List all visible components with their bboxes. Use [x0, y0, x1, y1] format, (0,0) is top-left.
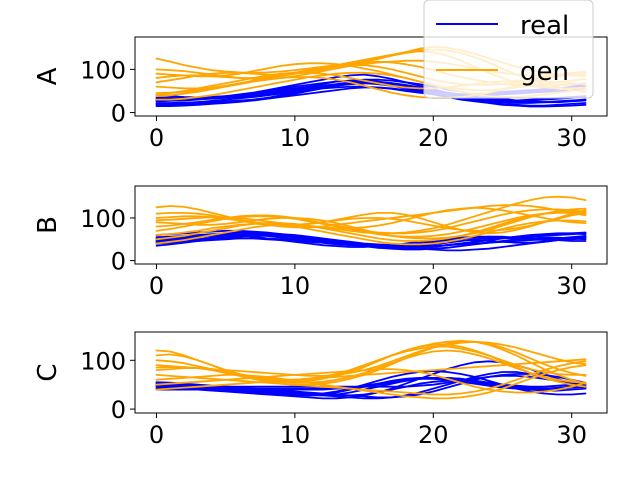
- series-line-gen-6: [155, 210, 587, 242]
- series-line-gen-6: [155, 358, 587, 391]
- series-line-gen-9: [155, 206, 587, 230]
- x-tick-label: 30: [556, 272, 587, 300]
- subplot-C: 0 10 20 30 0 100 C: [33, 331, 608, 449]
- x-tick-label: 0: [149, 124, 164, 152]
- x-tick-label: 10: [280, 421, 311, 449]
- y-axis-label-C: C: [33, 363, 63, 381]
- series-group-C: [155, 339, 587, 400]
- y-tick-label: 0: [111, 396, 126, 424]
- series-line-real-10: [155, 379, 587, 397]
- series-group-B: [155, 195, 587, 252]
- y-tick-label: 0: [111, 248, 126, 276]
- y-tick-label: 100: [80, 205, 126, 233]
- series-line-gen-4: [155, 364, 587, 400]
- x-tick-label: 20: [418, 421, 449, 449]
- x-tick-label: 20: [418, 124, 449, 152]
- legend: real gen: [423, 0, 594, 99]
- axes-frame-C: [134, 331, 608, 414]
- series-line-real-10: [155, 235, 587, 252]
- y-tick-label: 100: [80, 347, 126, 375]
- series-line-gen-8: [155, 195, 587, 245]
- axes-frame-A: [134, 36, 608, 117]
- x-tick-label: 30: [556, 421, 587, 449]
- series-line-gen-10: [155, 343, 587, 388]
- series-line-gen-3: [155, 349, 587, 384]
- legend-label-real: real: [520, 11, 569, 41]
- legend-label-gen: gen: [520, 57, 569, 87]
- y-axis-label-B: B: [33, 216, 63, 234]
- subplot-B: 0 10 20 30 0 100 B: [33, 185, 608, 300]
- y-axis-label-A: A: [33, 67, 63, 85]
- axes-frame-B: [134, 185, 608, 265]
- series-line-gen-9: [155, 368, 587, 394]
- y-tick-label: 0: [111, 100, 126, 128]
- x-tick-label: 20: [418, 272, 449, 300]
- series-line-gen-5: [155, 340, 587, 377]
- x-tick-label: 10: [280, 272, 311, 300]
- series-line-gen-10: [155, 219, 587, 246]
- y-tick-label: 100: [80, 56, 126, 84]
- x-tick-label: 0: [149, 421, 164, 449]
- x-tick-label: 30: [556, 124, 587, 152]
- x-tick-label: 10: [280, 124, 311, 152]
- x-tick-label: 0: [149, 272, 164, 300]
- series-line-gen-8: [155, 339, 587, 385]
- series-line-real-9: [155, 374, 587, 388]
